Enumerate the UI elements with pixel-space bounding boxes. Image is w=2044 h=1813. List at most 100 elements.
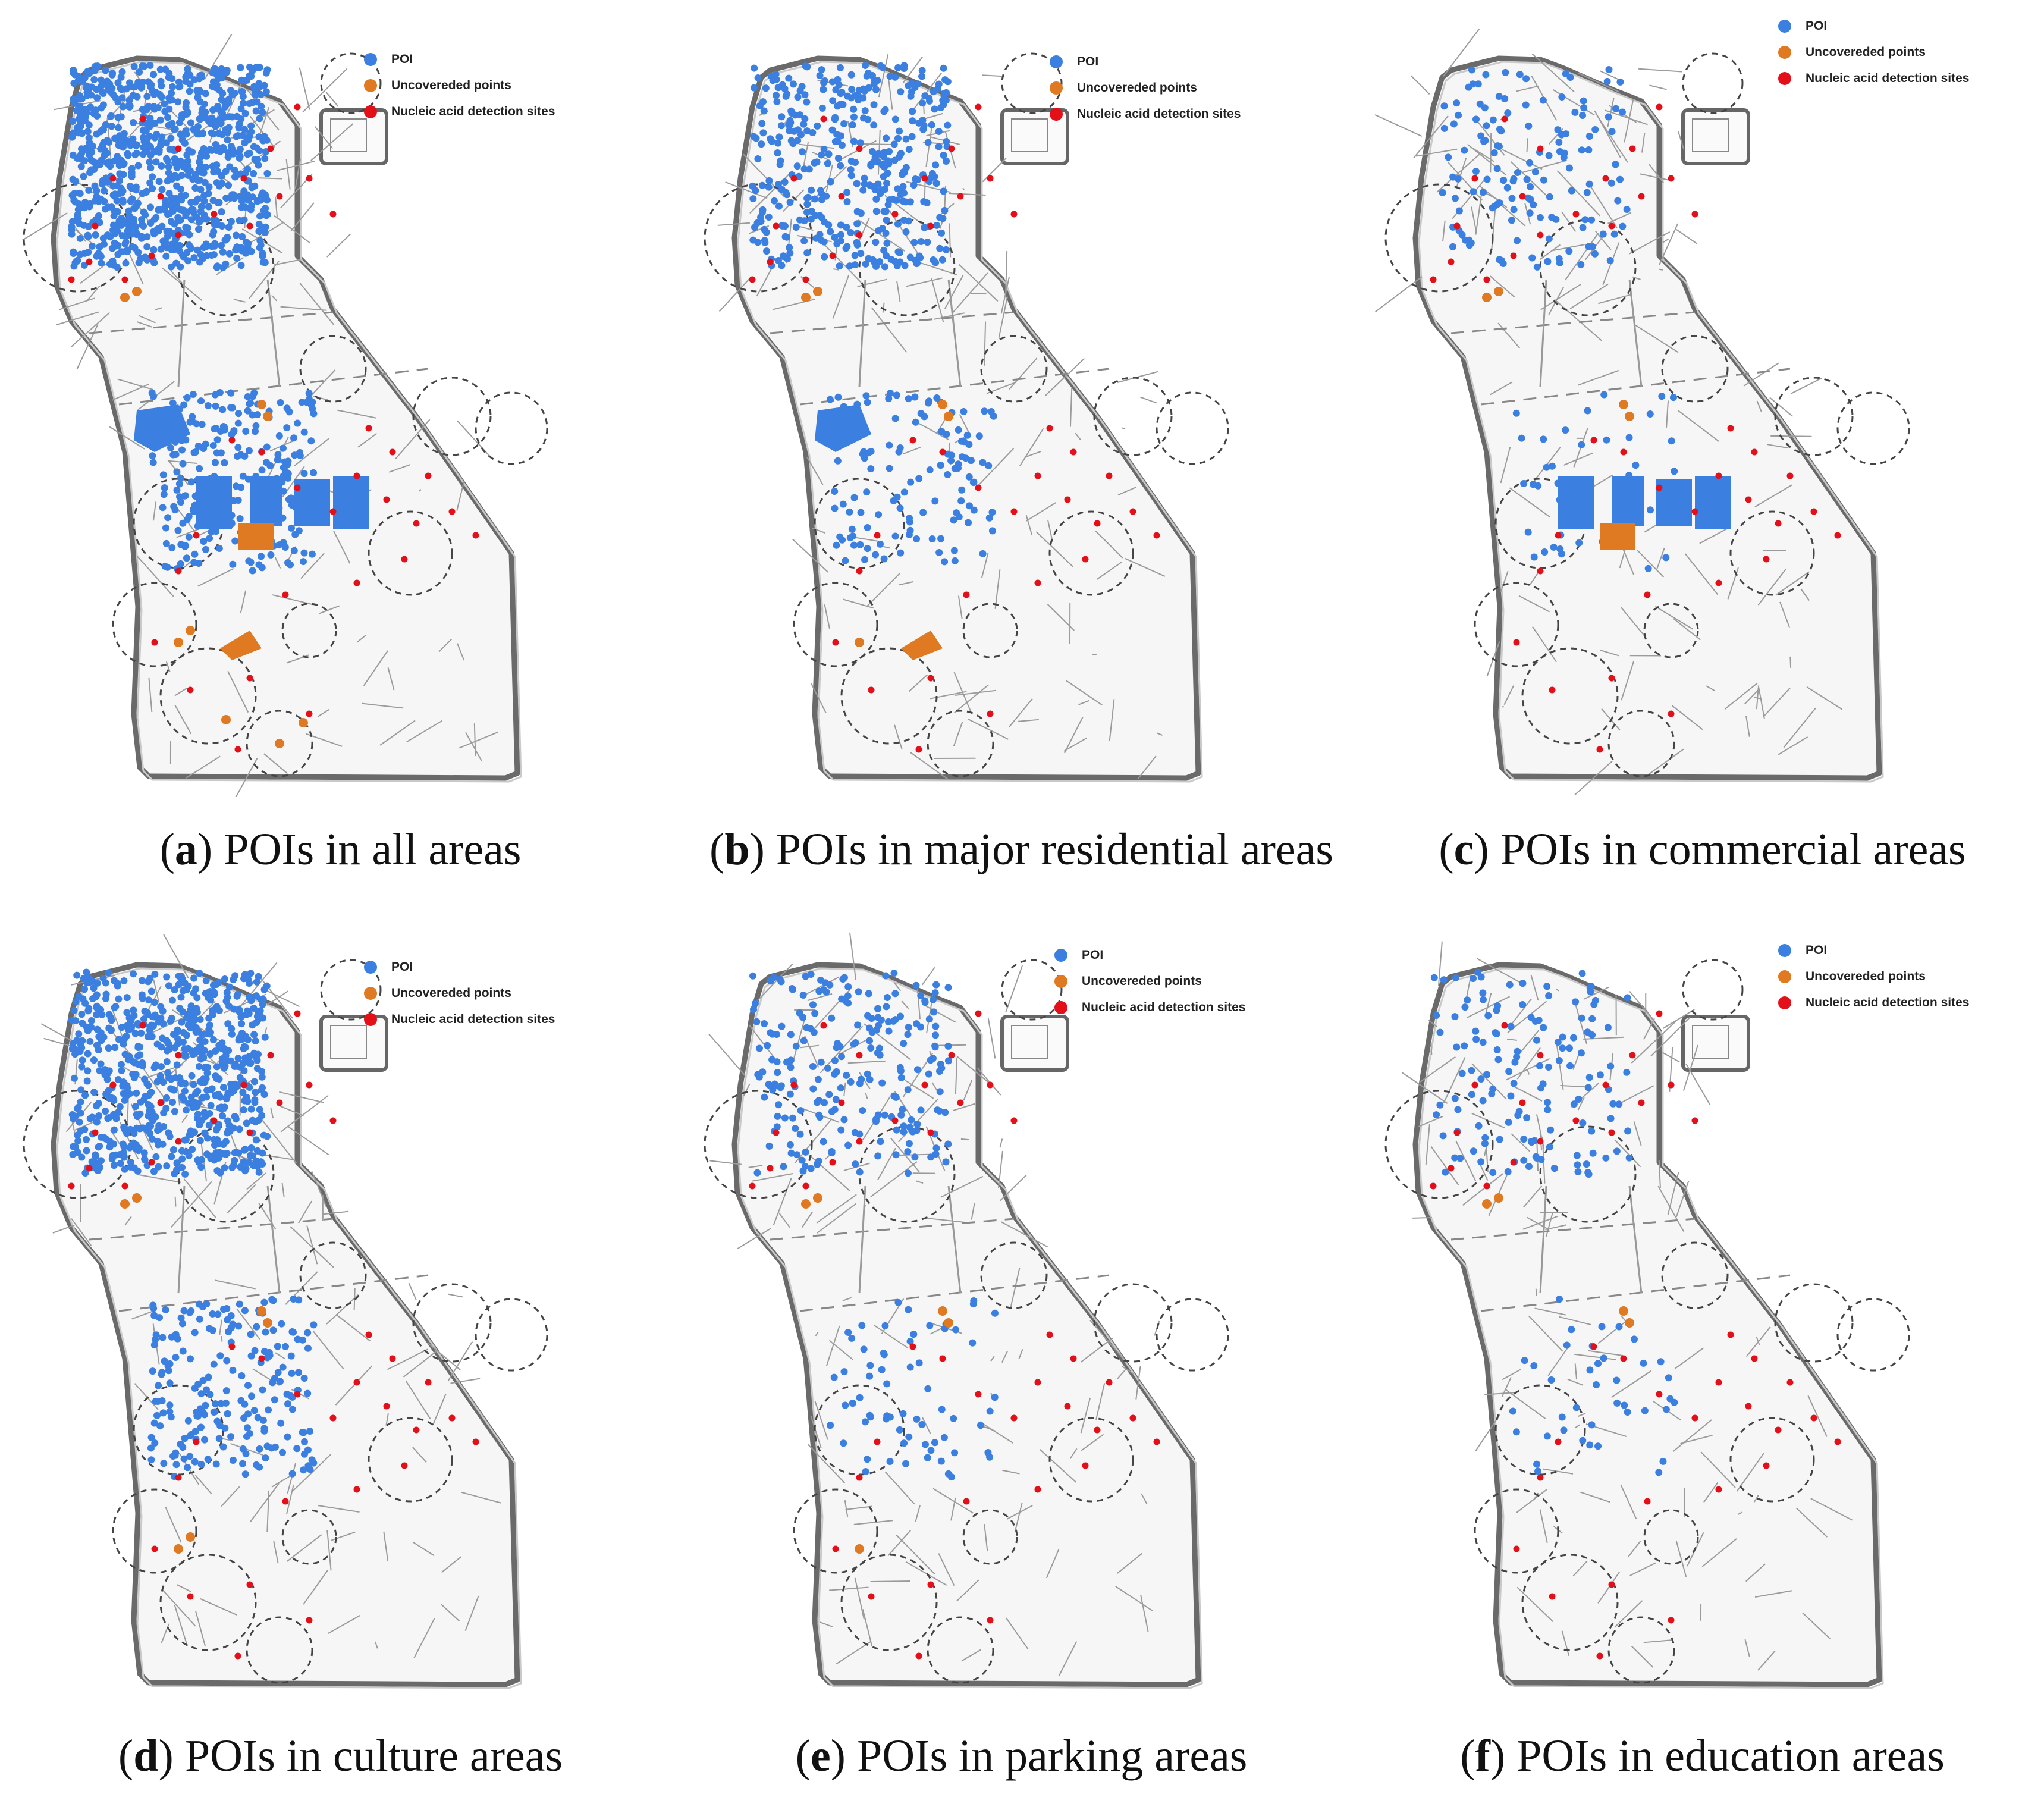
detection-site — [915, 746, 922, 753]
detection-site — [1602, 175, 1609, 182]
poi-point — [216, 148, 224, 155]
poi-point — [937, 462, 944, 469]
poi-point — [125, 1090, 133, 1098]
poi-point — [127, 197, 134, 205]
poi-point — [871, 77, 878, 84]
poi-point — [78, 1153, 86, 1161]
poi-point — [752, 187, 759, 195]
poi-point — [155, 1382, 162, 1389]
poi-point — [880, 108, 888, 115]
poi-point — [138, 216, 146, 224]
poi-point — [896, 127, 903, 135]
uncovered-point — [1619, 1306, 1628, 1316]
poi-point — [181, 1435, 189, 1442]
poi-point — [850, 1040, 858, 1048]
poi-point — [1526, 159, 1534, 167]
detection-site — [1596, 1652, 1603, 1660]
poi-point — [236, 1006, 243, 1014]
poi-point — [155, 1163, 162, 1171]
poi-point — [225, 124, 233, 131]
poi-point — [215, 1154, 222, 1162]
poi-point — [862, 1467, 869, 1475]
detection-site — [1691, 211, 1698, 218]
poi-point — [84, 1067, 92, 1075]
poi-point — [991, 1394, 999, 1401]
poi-point — [809, 1001, 817, 1009]
uncovered-point — [299, 718, 308, 727]
panel-caption: (a) POIs in all areas — [159, 824, 522, 874]
poi-point — [774, 1112, 781, 1120]
poi-point — [1527, 183, 1534, 190]
poi-point — [253, 1018, 260, 1026]
poi-point — [1562, 426, 1569, 434]
detection-site — [1537, 1474, 1544, 1481]
poi-point — [223, 1357, 231, 1365]
poi-point — [942, 1158, 950, 1166]
poi-point — [917, 238, 925, 246]
detection-site — [948, 1052, 955, 1059]
uncovered-area — [238, 523, 274, 550]
poi-point — [253, 98, 261, 106]
poi-point — [71, 99, 79, 107]
legend-uncovered-label: Uncovereded points — [1806, 970, 1926, 983]
legend-poi-label: POI — [1082, 948, 1104, 962]
poi-point — [827, 228, 834, 236]
detection-site — [1810, 508, 1817, 515]
detection-site — [1453, 1129, 1461, 1136]
poi-point — [977, 1422, 984, 1429]
poi-layer — [68, 968, 318, 1480]
poi-point — [839, 975, 847, 983]
poi-point — [175, 78, 183, 86]
detection-site — [1094, 520, 1101, 527]
poi-point — [934, 1106, 941, 1114]
detection-site — [276, 193, 283, 200]
poi-point — [251, 1099, 259, 1106]
poi-point — [74, 1131, 81, 1139]
poi-point — [811, 159, 818, 167]
detection-site — [909, 437, 916, 444]
poi-point — [862, 62, 869, 70]
poi-point — [1533, 263, 1541, 271]
detection-site — [1094, 1426, 1101, 1434]
detection-site — [109, 175, 117, 182]
detection-site — [282, 1498, 289, 1505]
poi-point — [249, 67, 256, 74]
poi-point — [831, 1070, 839, 1078]
poi-point — [970, 478, 978, 486]
poi-point — [229, 1457, 237, 1464]
poi-point — [250, 1031, 258, 1039]
poi-point — [979, 550, 987, 557]
poi-point — [238, 233, 246, 240]
poi-point — [797, 1107, 805, 1115]
division-line — [1450, 1218, 1696, 1241]
poi-point — [239, 1460, 247, 1467]
poi-point — [183, 394, 191, 402]
poi-point — [137, 84, 145, 92]
poi-point — [831, 487, 839, 495]
poi-point — [1470, 974, 1477, 982]
detection-site — [329, 508, 337, 515]
poi-point — [760, 107, 768, 115]
poi-point — [1524, 194, 1532, 202]
poi-point — [195, 1062, 203, 1070]
poi-point — [200, 1053, 208, 1061]
poi-point — [98, 76, 105, 84]
poi-point — [859, 450, 866, 458]
poi-point — [193, 87, 201, 95]
poi-point — [1543, 463, 1550, 471]
uncovered-marker-icon — [1054, 975, 1067, 988]
detection-site — [1608, 1129, 1615, 1136]
poi-point — [932, 180, 940, 187]
poi-point — [235, 1149, 243, 1157]
poi-point — [172, 1449, 180, 1457]
poi-point — [193, 1115, 201, 1122]
poi-point — [905, 1306, 912, 1313]
poi-point — [146, 179, 154, 187]
poi-point — [1439, 189, 1446, 196]
poi-point — [765, 1080, 773, 1088]
poi-point — [1546, 1143, 1553, 1151]
detection-site — [927, 1129, 934, 1136]
detection-site — [193, 1438, 200, 1445]
detection-site — [175, 567, 182, 575]
poi-point — [1624, 1127, 1632, 1135]
